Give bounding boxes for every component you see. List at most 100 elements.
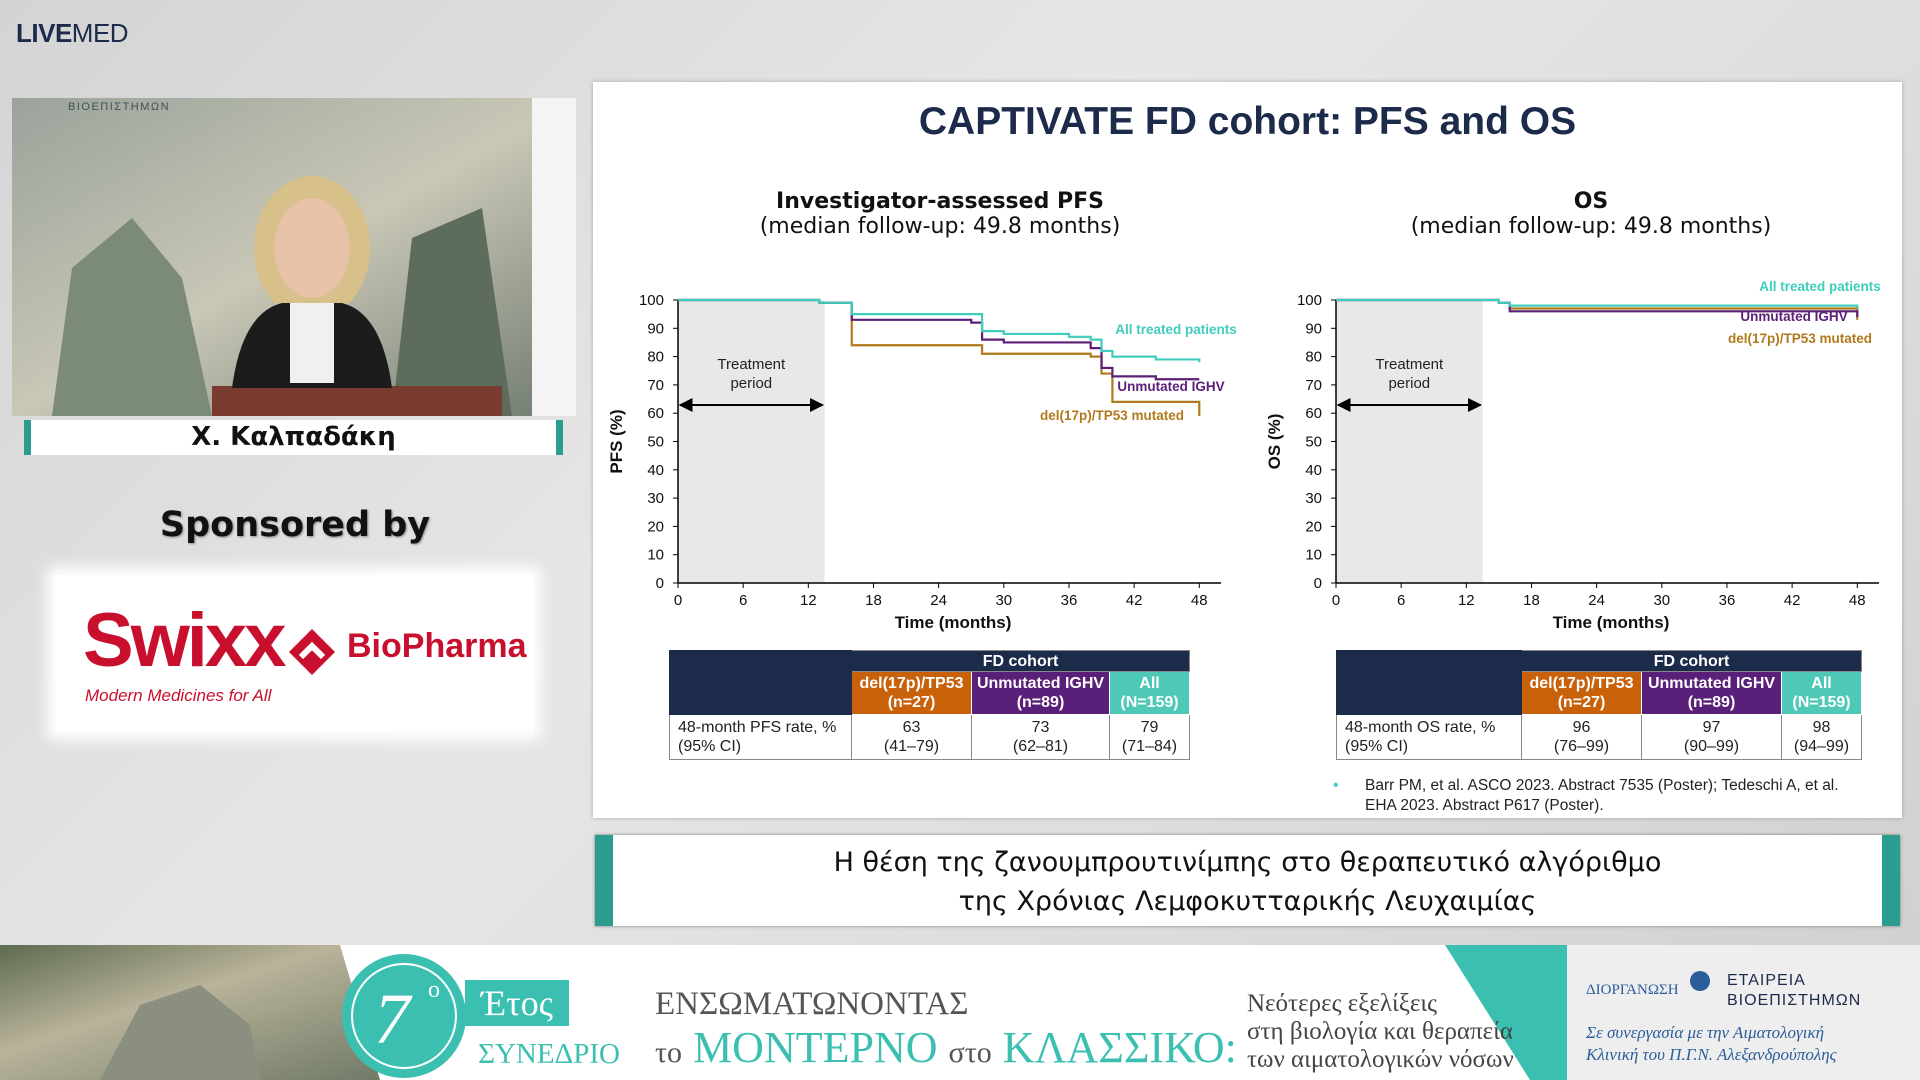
year-word: Έτος (479, 983, 553, 1023)
corner-cell (1336, 650, 1522, 715)
series-label: Unmutated IGHV (1740, 309, 1847, 324)
slogan-part: ΚΛΑΣΣΙΚΟ: (1003, 1023, 1237, 1072)
banner-subtitle: στη βιολογία και θεραπεία (1247, 1018, 1513, 1045)
sponsor-tagline: Modern Medicines for All (85, 686, 272, 705)
chart-title: OS (1573, 189, 1609, 214)
organizer-label: ΔΙΟΡΓΑΝΩΣΗ (1586, 982, 1679, 998)
caption-box (595, 835, 1900, 926)
treatment-period-label: Treatment (1375, 356, 1444, 373)
wall (532, 98, 576, 416)
column-header: All (N=159) (1109, 671, 1190, 715)
organizer: ΒΙΟΕΠΙΣΤΗΜΩΝ (1727, 992, 1861, 1009)
reference-line: Barr PM, et al. ASCO 2023. Abstract 7535… (1365, 777, 1839, 794)
group-row: FD cohort (1336, 650, 1862, 715)
value-cell: 63 (41–79) (851, 714, 972, 760)
column-n: (n=89) (1687, 694, 1736, 711)
y-axis-label: OS (%) (1265, 414, 1284, 470)
chart-heading: OS (median follow-up: 49.8 months) (1331, 189, 1851, 239)
caption: Η θέση της ζανουμπρουτινίμπης στο θεραπε… (595, 843, 1900, 921)
value-cell: 98 (94–99) (1781, 714, 1862, 760)
x-tick-label: 12 (1458, 592, 1475, 609)
x-tick-label: 48 (1849, 592, 1866, 609)
banner-subtitle: των αιματολογικών νόσων (1247, 1046, 1514, 1073)
x-tick-label: 18 (1523, 592, 1540, 609)
value-row: 48-month OS rate, % (95% CI) 96 (76–99) 97 (… (1336, 714, 1862, 760)
treatment-period (1336, 300, 1483, 583)
speaker-video: ΒΙΟΕΠΙΣΤΗΜΩΝ (12, 98, 576, 416)
y-tick-label: 30 (647, 490, 664, 507)
column-name: del(17p)/TP53 (859, 675, 964, 692)
caption-line: Η θέση της ζανουμπρουτινίμπης στο θεραπε… (833, 847, 1662, 878)
y-tick-label: 80 (1305, 349, 1322, 366)
column-n: (n=27) (1557, 694, 1606, 711)
video-watermark: ΒΙΟΕΠΙΣΤΗΜΩΝ (68, 101, 170, 113)
column-name: Unmutated IGHV (1647, 675, 1776, 692)
y-tick-label: 10 (1305, 547, 1322, 564)
column-header: del(17p)/TP53 (n=27) (851, 671, 972, 715)
value-ci: (71–84) (1121, 738, 1178, 755)
x-tick-label: 36 (1719, 592, 1736, 609)
congress: ΣΥΝΕΔΡΙΟ (478, 1038, 620, 1070)
y-axis-label: PFS (%) (607, 409, 626, 473)
slogan-part: το (655, 1036, 682, 1069)
value-ci: (41–79) (883, 738, 940, 755)
y-tick-label: 50 (647, 434, 664, 451)
y-tick-label: 70 (647, 377, 664, 394)
banner-subtitle: Νεότερες εξελίξεις (1247, 990, 1437, 1017)
y-tick-label: 60 (1305, 405, 1322, 422)
series-label: All treated patients (1759, 279, 1881, 294)
reference: • Barr PM, et al. ASCO 2023. Abstract 75… (1333, 777, 1839, 814)
column-header: Unmutated IGHV (n=89) (971, 671, 1110, 715)
x-tick-label: 6 (739, 592, 747, 609)
y-tick-label: 60 (647, 405, 664, 422)
x-tick-label: 6 (1397, 592, 1405, 609)
column-n: (N=159) (1792, 694, 1851, 711)
row-label: 48-month PFS rate, % (95% CI) (669, 714, 852, 760)
slogan: το ΜΟΝΤΕΡΝΟ στο ΚΛΑΣΣΙΚΟ: (655, 1023, 1237, 1072)
series-label: del(17p)/TP53 mutated (1040, 408, 1184, 423)
organizer-panel (1567, 945, 1920, 1080)
treatment-period-label: Treatment (717, 356, 786, 373)
painting-house (52, 218, 212, 416)
chart-heading: Investigator-assessed PFS (median follow-… (680, 189, 1200, 239)
treatment-period-label: period (730, 375, 772, 392)
column-header: del(17p)/TP53 (n=27) (1521, 671, 1642, 715)
x-tick-label: 36 (1061, 592, 1078, 609)
treatment-period-label: period (1388, 375, 1430, 392)
km-curve (1336, 298, 1859, 309)
logo-bold: LIVE (16, 18, 72, 48)
y-tick-label: 90 (647, 320, 664, 337)
x-axis-label: Time (months) (895, 613, 1012, 632)
sponsor-icon (289, 629, 335, 675)
x-tick-label: 24 (930, 592, 947, 609)
slogan-top: ΕΝΣΩΜΑΤΩΝΟΝΤΑΣ (655, 986, 968, 1022)
value: 96 (1572, 719, 1591, 736)
y-tick-label: 80 (647, 349, 664, 366)
series-label: del(17p)/TP53 mutated (1728, 331, 1872, 346)
column-name: All (1811, 675, 1832, 692)
x-tick-label: 30 (995, 592, 1012, 609)
value: 63 (902, 719, 921, 736)
year-box (465, 980, 569, 1026)
chart-subtitle: (median follow-up: 49.8 months) (759, 214, 1121, 239)
series-label: All treated patients (1115, 322, 1237, 337)
y-tick-label: 0 (1314, 575, 1322, 592)
x-tick-label: 12 (800, 592, 817, 609)
value: 79 (1140, 719, 1159, 736)
group-header: FD cohort (1521, 650, 1862, 672)
column-name: All (1139, 675, 1160, 692)
y-tick-label: 20 (1305, 518, 1322, 535)
banner-band (1445, 945, 1567, 1080)
x-tick-label: 42 (1126, 592, 1143, 609)
y-tick-label: 10 (647, 547, 664, 564)
organizer-icon (1690, 971, 1710, 991)
value-cell: 79 (71–84) (1109, 714, 1190, 760)
y-tick-label: 90 (1305, 320, 1322, 337)
lectern (212, 386, 502, 416)
x-tick-label: 0 (1332, 592, 1340, 609)
x-axis-label: Time (months) (1553, 613, 1670, 632)
edition-sup: ο (428, 977, 440, 1003)
y-tick-label: 70 (1305, 377, 1322, 394)
painting-trees (392, 208, 512, 416)
